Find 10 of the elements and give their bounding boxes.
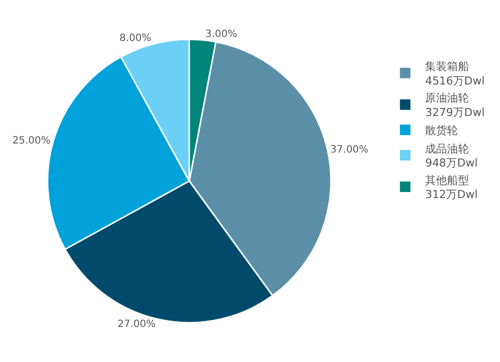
data-label: 37.00% <box>330 144 368 156</box>
legend-label: 散货轮 <box>425 124 458 138</box>
data-label: 3.00% <box>205 28 238 40</box>
legend-label: 其他船型 312万Dwl <box>425 174 478 202</box>
data-label: 25.00% <box>12 136 50 147</box>
legend-label: 原油油轮 3279万Dwl <box>425 92 485 120</box>
data-label: 8.00% <box>120 33 152 44</box>
legend-label: 成品油轮 948万Dwl <box>425 142 478 170</box>
legend-label: 集装箱船 4516万Dwl <box>425 60 485 88</box>
data-label: 27.00% <box>117 319 156 330</box>
